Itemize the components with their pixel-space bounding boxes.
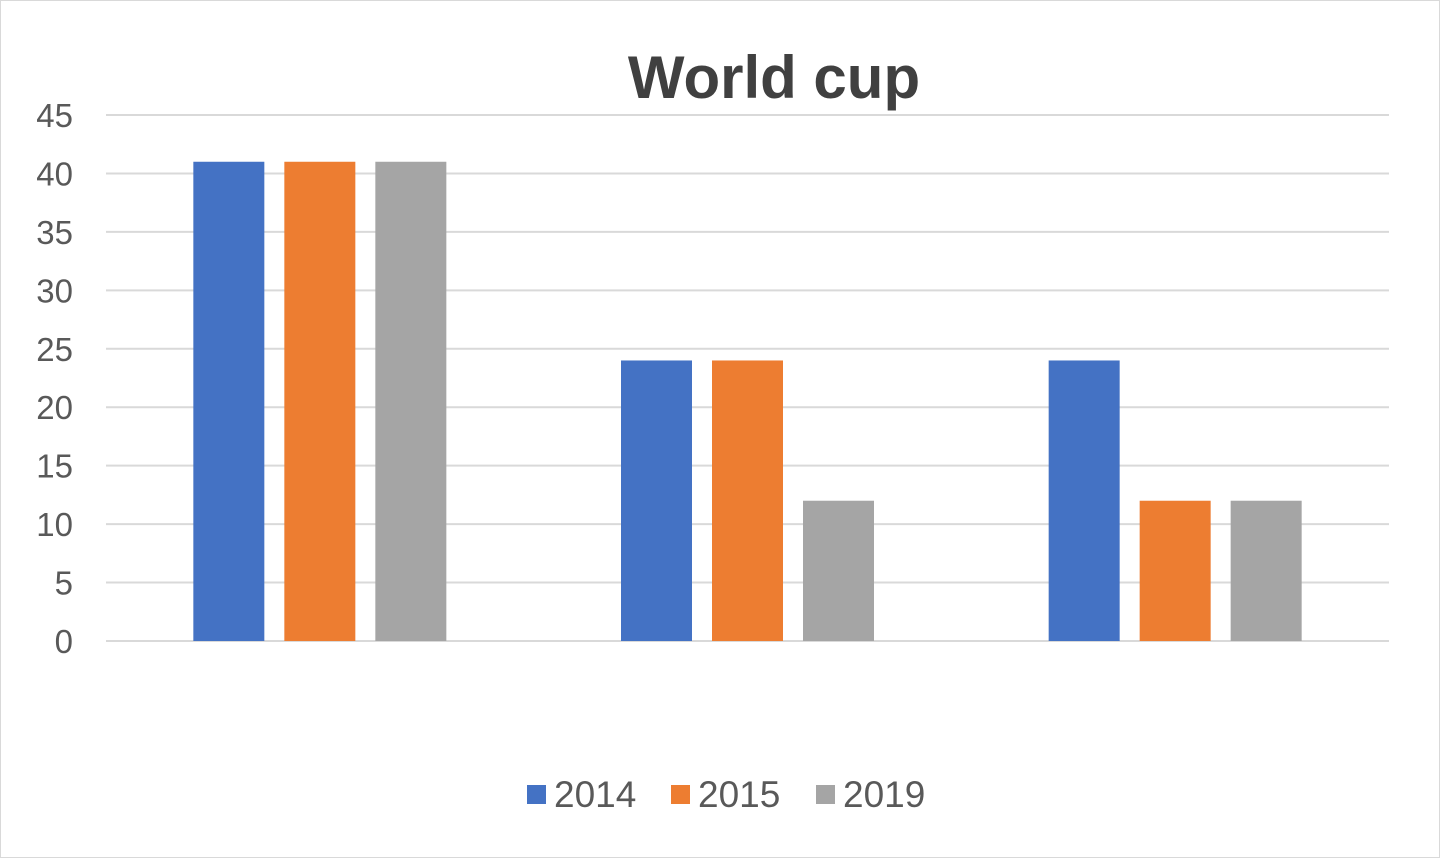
- legend-swatch-2019: [816, 785, 835, 804]
- chart-title: World cup: [628, 44, 920, 111]
- bar-2015-group-2: [712, 360, 783, 641]
- bar-2019-group-1: [375, 161, 447, 641]
- legend-label-2019: 2019: [843, 774, 925, 815]
- legend-label-2015: 2015: [698, 774, 780, 815]
- bar-2019-group-3: [1230, 500, 1302, 641]
- y-tick-label: 30: [36, 272, 73, 309]
- bar-2015-group-3: [1139, 500, 1211, 641]
- y-axis-tick-labels: 0 5 10 15 20 25 30 35 40 45: [36, 97, 73, 660]
- y-tick-label: 5: [55, 565, 73, 602]
- legend-label-2014: 2014: [554, 774, 636, 815]
- y-tick-label: 10: [36, 506, 73, 543]
- y-tick-label: 15: [36, 448, 73, 485]
- bar-2015-group-1: [284, 161, 356, 641]
- y-tick-label: 0: [55, 623, 73, 660]
- y-tick-label: 20: [36, 389, 73, 426]
- bar-2014-group-2: [621, 360, 692, 641]
- legend-swatch-2015: [671, 785, 690, 804]
- y-tick-label: 40: [36, 155, 73, 192]
- bar-2019-group-2: [803, 500, 874, 641]
- legend-swatch-2014: [527, 785, 546, 804]
- bars: [193, 161, 1302, 641]
- y-tick-label: 35: [36, 214, 73, 251]
- bar-2014-group-1: [193, 161, 265, 641]
- legend: 2014 2015 2019: [527, 774, 925, 815]
- y-tick-label: 45: [36, 97, 73, 134]
- bar-2014-group-3: [1048, 360, 1120, 641]
- y-tick-label: 25: [36, 331, 73, 368]
